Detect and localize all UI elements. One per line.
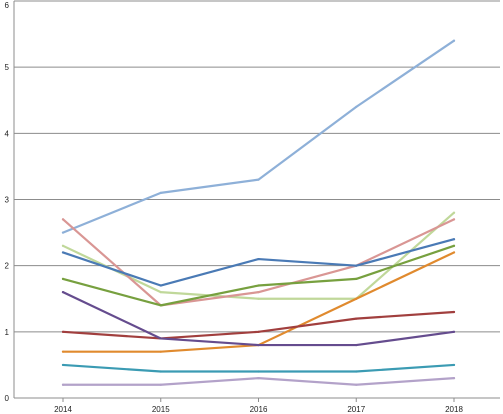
data-point: [257, 343, 260, 347]
data-point: [257, 291, 260, 294]
data-point: [159, 304, 162, 307]
y-tick-label: 5: [5, 63, 10, 72]
data-point: [452, 218, 456, 221]
data-point: [257, 377, 260, 380]
series-line-7: [61, 310, 456, 340]
data-point: [355, 383, 358, 386]
data-point: [159, 191, 162, 194]
data-point: [61, 330, 65, 333]
y-tick-label: 6: [5, 1, 10, 10]
data-point: [355, 297, 358, 300]
data-point: [61, 350, 65, 353]
data-point: [61, 244, 65, 247]
data-point: [61, 218, 65, 221]
x-tick-label: 2014: [54, 405, 72, 414]
data-point: [61, 277, 65, 280]
y-tick-label: 0: [5, 394, 10, 403]
x-tick-label: 2015: [152, 405, 170, 414]
data-point: [159, 370, 162, 373]
data-point: [452, 244, 456, 247]
data-point: [257, 257, 260, 261]
data-point: [159, 350, 162, 353]
data-point: [452, 330, 456, 333]
x-axis: 2014 2015 2016 2017 2018: [54, 398, 463, 414]
data-point: [452, 363, 456, 367]
data-point: [257, 297, 260, 300]
data-point: [159, 337, 162, 340]
data-point: [257, 284, 260, 287]
y-tick-label: 1: [5, 328, 10, 337]
data-point: [452, 310, 456, 314]
data-point: [61, 291, 65, 294]
data-point: [355, 264, 358, 267]
data-point: [159, 284, 162, 287]
data-point: [355, 105, 358, 108]
data-point: [452, 377, 456, 380]
x-tick-label: 2017: [347, 405, 365, 414]
data-point: [452, 211, 456, 214]
data-point: [159, 383, 162, 386]
y-tick-label: 3: [5, 196, 10, 205]
series-lines: [61, 39, 456, 386]
data-point: [452, 39, 456, 42]
x-tick-label: 2018: [445, 405, 463, 414]
data-point: [452, 238, 456, 241]
series-line-1: [61, 39, 456, 234]
data-point: [257, 330, 260, 333]
data-point: [61, 231, 65, 234]
data-point: [355, 317, 358, 320]
y-tick-label: 4: [5, 129, 10, 138]
data-point: [257, 178, 260, 181]
y-axis: 0 1 2 3 4 5 6: [5, 1, 15, 403]
data-point: [159, 291, 162, 294]
data-point: [257, 370, 260, 373]
data-point: [452, 251, 456, 254]
data-point: [355, 343, 358, 347]
series-line-8: [61, 291, 456, 347]
x-tick-label: 2016: [250, 405, 268, 414]
data-point: [61, 363, 65, 367]
y-tick-label: 2: [5, 262, 10, 271]
data-point: [61, 383, 65, 386]
gridlines: [14, 0, 500, 399]
data-point: [61, 251, 65, 254]
data-point: [355, 277, 358, 280]
data-point: [355, 370, 358, 373]
